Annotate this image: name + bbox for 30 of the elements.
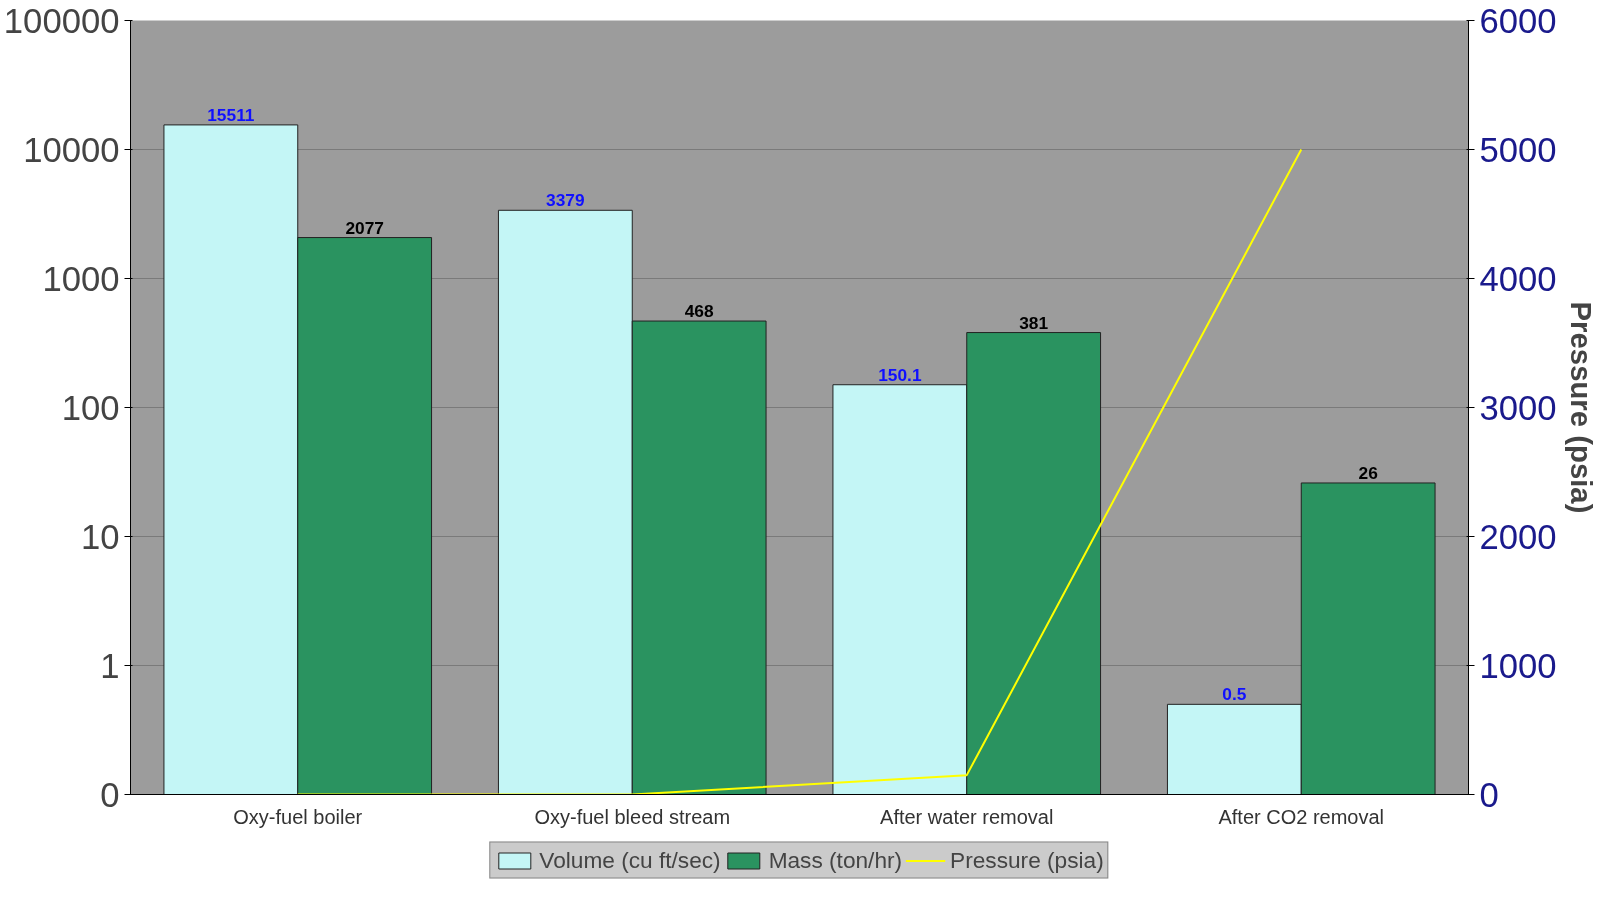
y-tick-label: 10000 [23,130,120,169]
y2-tick-label: 4000 [1479,259,1557,298]
data-label: 468 [684,301,714,322]
y-tick-label: 1 [100,646,120,685]
y2-tick-label: 2000 [1479,517,1557,556]
legend-label: Mass (ton/hr) [768,846,903,874]
data-label: 3379 [546,190,585,211]
y2-axis-title: Pressure (psia) [1564,301,1598,514]
y2-tick-label: 0 [1479,775,1499,814]
x-tick-label: After CO2 removal [1218,805,1385,828]
data-label: 150.1 [878,364,922,385]
data-label: 2077 [345,217,384,238]
y2-tick-label: 3000 [1479,388,1557,427]
legend-label: Volume (cu ft/sec) [539,846,721,874]
y-tick-label: 100000 [3,1,120,40]
y-tick-label: 1000 [42,259,120,298]
y-tick-label: 0 [100,775,120,814]
x-tick-label: Oxy-fuel bleed stream [534,805,731,828]
data-label: 381 [1019,312,1049,333]
data-label: 15511 [207,104,255,125]
y2-tick-label: 5000 [1479,130,1557,169]
legend-label: Pressure (psia) [950,846,1104,874]
x-tick-label: Oxy-fuel boiler [233,805,363,828]
y2-tick-label: 6000 [1479,1,1557,40]
data-label: 0.5 [1222,684,1247,705]
y-tick-label: 10 [80,517,120,556]
y-tick-label: 100 [61,388,120,427]
y2-tick-label: 1000 [1479,646,1557,685]
data-label: 26 [1358,462,1379,483]
x-tick-label: After water removal [880,805,1054,828]
